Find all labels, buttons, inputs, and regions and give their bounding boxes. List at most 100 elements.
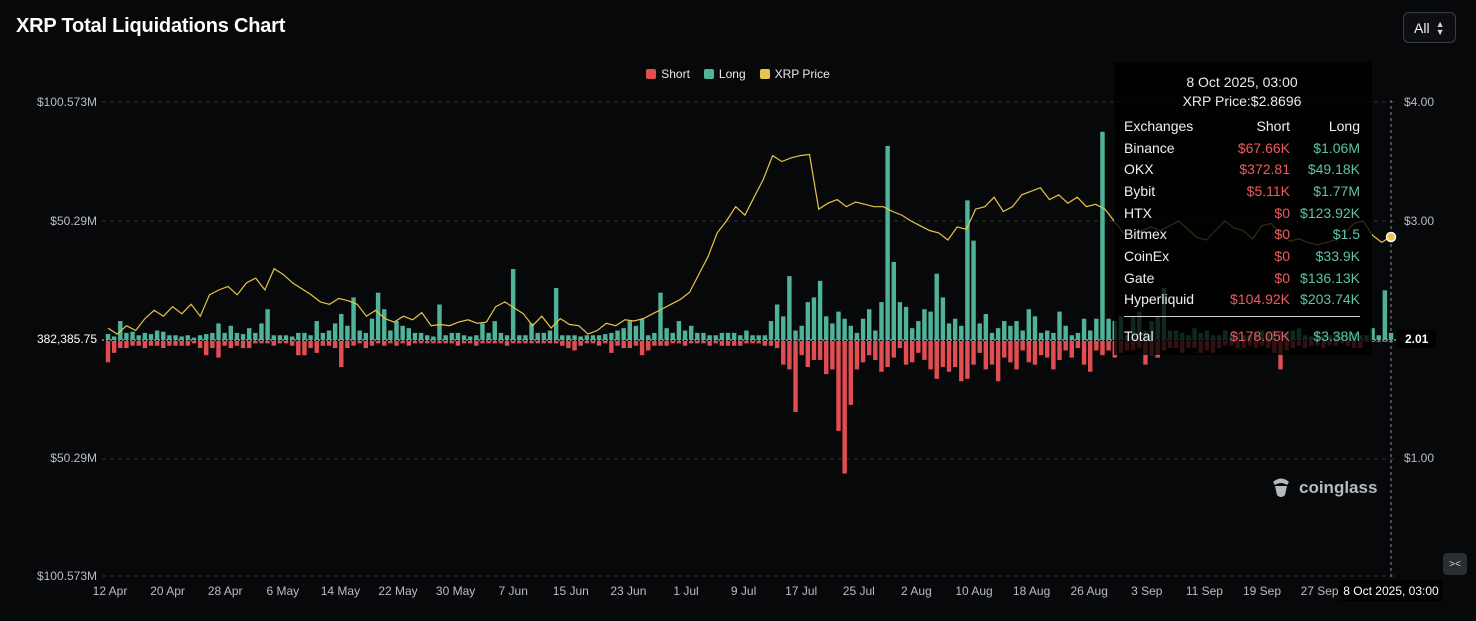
short-bar[interactable] [977,341,982,353]
long-bar[interactable] [289,336,295,340]
long-bar[interactable] [296,332,301,340]
long-bar[interactable] [572,335,577,340]
long-bar[interactable] [234,332,240,340]
short-bar[interactable] [296,341,301,356]
long-bar[interactable] [161,331,166,340]
short-bar[interactable] [1069,341,1074,358]
long-bar[interactable] [467,336,473,340]
long-bar[interactable] [639,318,645,340]
long-bar[interactable] [989,332,995,340]
long-bar[interactable] [1002,321,1007,340]
long-bar[interactable] [185,335,191,340]
long-bar[interactable] [891,261,896,340]
long-bar[interactable] [154,330,160,340]
long-bar[interactable] [418,332,424,340]
collapse-icon[interactable]: >< [1443,553,1467,575]
short-bar[interactable] [154,341,160,346]
short-bar[interactable] [646,341,651,351]
long-bar[interactable] [768,321,774,340]
long-bar[interactable] [173,335,178,340]
short-bar[interactable] [1002,341,1007,358]
long-bar[interactable] [400,325,405,340]
long-bar[interactable] [547,330,553,340]
short-bar[interactable] [375,341,381,344]
short-bar[interactable] [1057,341,1062,360]
short-bar[interactable] [848,341,853,405]
short-bar[interactable] [228,341,233,349]
long-bar[interactable] [541,332,547,340]
short-bar[interactable] [584,341,590,344]
short-bar[interactable] [652,341,657,346]
long-bar[interactable] [425,335,430,340]
long-bar[interactable] [326,330,332,340]
short-bar[interactable] [744,341,749,344]
short-bar[interactable] [768,341,774,346]
long-bar[interactable] [277,335,283,340]
long-bar[interactable] [332,323,338,340]
long-bar[interactable] [474,335,479,340]
long-bar[interactable] [946,323,952,340]
long-bar[interactable] [1051,332,1056,340]
short-bar[interactable] [836,341,841,431]
long-bar[interactable] [351,297,356,340]
short-bar[interactable] [983,341,989,370]
short-bar[interactable] [909,341,915,363]
short-bar[interactable] [1100,341,1105,356]
short-bar[interactable] [412,341,418,344]
short-bar[interactable] [1026,341,1032,363]
short-bar[interactable] [695,341,700,344]
long-bar[interactable] [627,321,632,340]
short-bar[interactable] [351,341,356,346]
long-bar[interactable] [1069,335,1074,340]
long-bar[interactable] [934,273,939,340]
short-bar[interactable] [234,341,240,346]
short-bar[interactable] [277,341,283,344]
long-bar[interactable] [713,335,718,340]
short-bar[interactable] [1106,341,1111,351]
short-bar[interactable] [210,341,215,349]
long-bar[interactable] [1075,332,1081,340]
long-bar[interactable] [615,330,620,340]
short-bar[interactable] [326,341,332,346]
long-bar[interactable] [959,325,964,340]
short-bar[interactable] [406,341,412,346]
long-bar[interactable] [977,323,982,340]
long-bar[interactable] [971,240,976,340]
long-bar[interactable] [774,304,780,341]
short-bar[interactable] [701,341,706,344]
long-bar[interactable] [1014,321,1019,340]
long-bar[interactable] [259,323,264,340]
long-bar[interactable] [658,292,663,340]
short-bar[interactable] [860,341,866,363]
long-bar[interactable] [750,335,755,340]
short-bar[interactable] [111,341,117,353]
short-bar[interactable] [105,341,111,363]
long-bar[interactable] [228,325,233,340]
short-bar[interactable] [946,341,952,372]
long-bar[interactable] [1038,332,1044,340]
long-bar[interactable] [952,318,958,340]
long-bar[interactable] [406,328,412,340]
long-bar[interactable] [695,332,700,340]
long-bar[interactable] [909,328,915,340]
long-bar[interactable] [873,330,878,340]
short-bar[interactable] [1376,341,1381,342]
long-bar[interactable] [535,332,540,340]
short-bar[interactable] [222,341,227,346]
short-bar[interactable] [830,341,835,370]
short-bar[interactable] [467,341,473,344]
long-bar[interactable] [652,332,657,340]
long-bar[interactable] [216,323,221,340]
short-bar[interactable] [216,341,221,358]
short-bar[interactable] [873,341,878,360]
short-bar[interactable] [719,341,725,346]
long-bar[interactable] [799,325,804,340]
long-bar[interactable] [922,309,927,340]
long-bar[interactable] [1100,131,1105,340]
short-bar[interactable] [541,341,547,344]
long-bar[interactable] [394,321,399,340]
long-bar[interactable] [725,332,731,340]
short-bar[interactable] [425,341,430,344]
short-bar[interactable] [578,341,583,346]
long-bar[interactable] [781,316,786,340]
